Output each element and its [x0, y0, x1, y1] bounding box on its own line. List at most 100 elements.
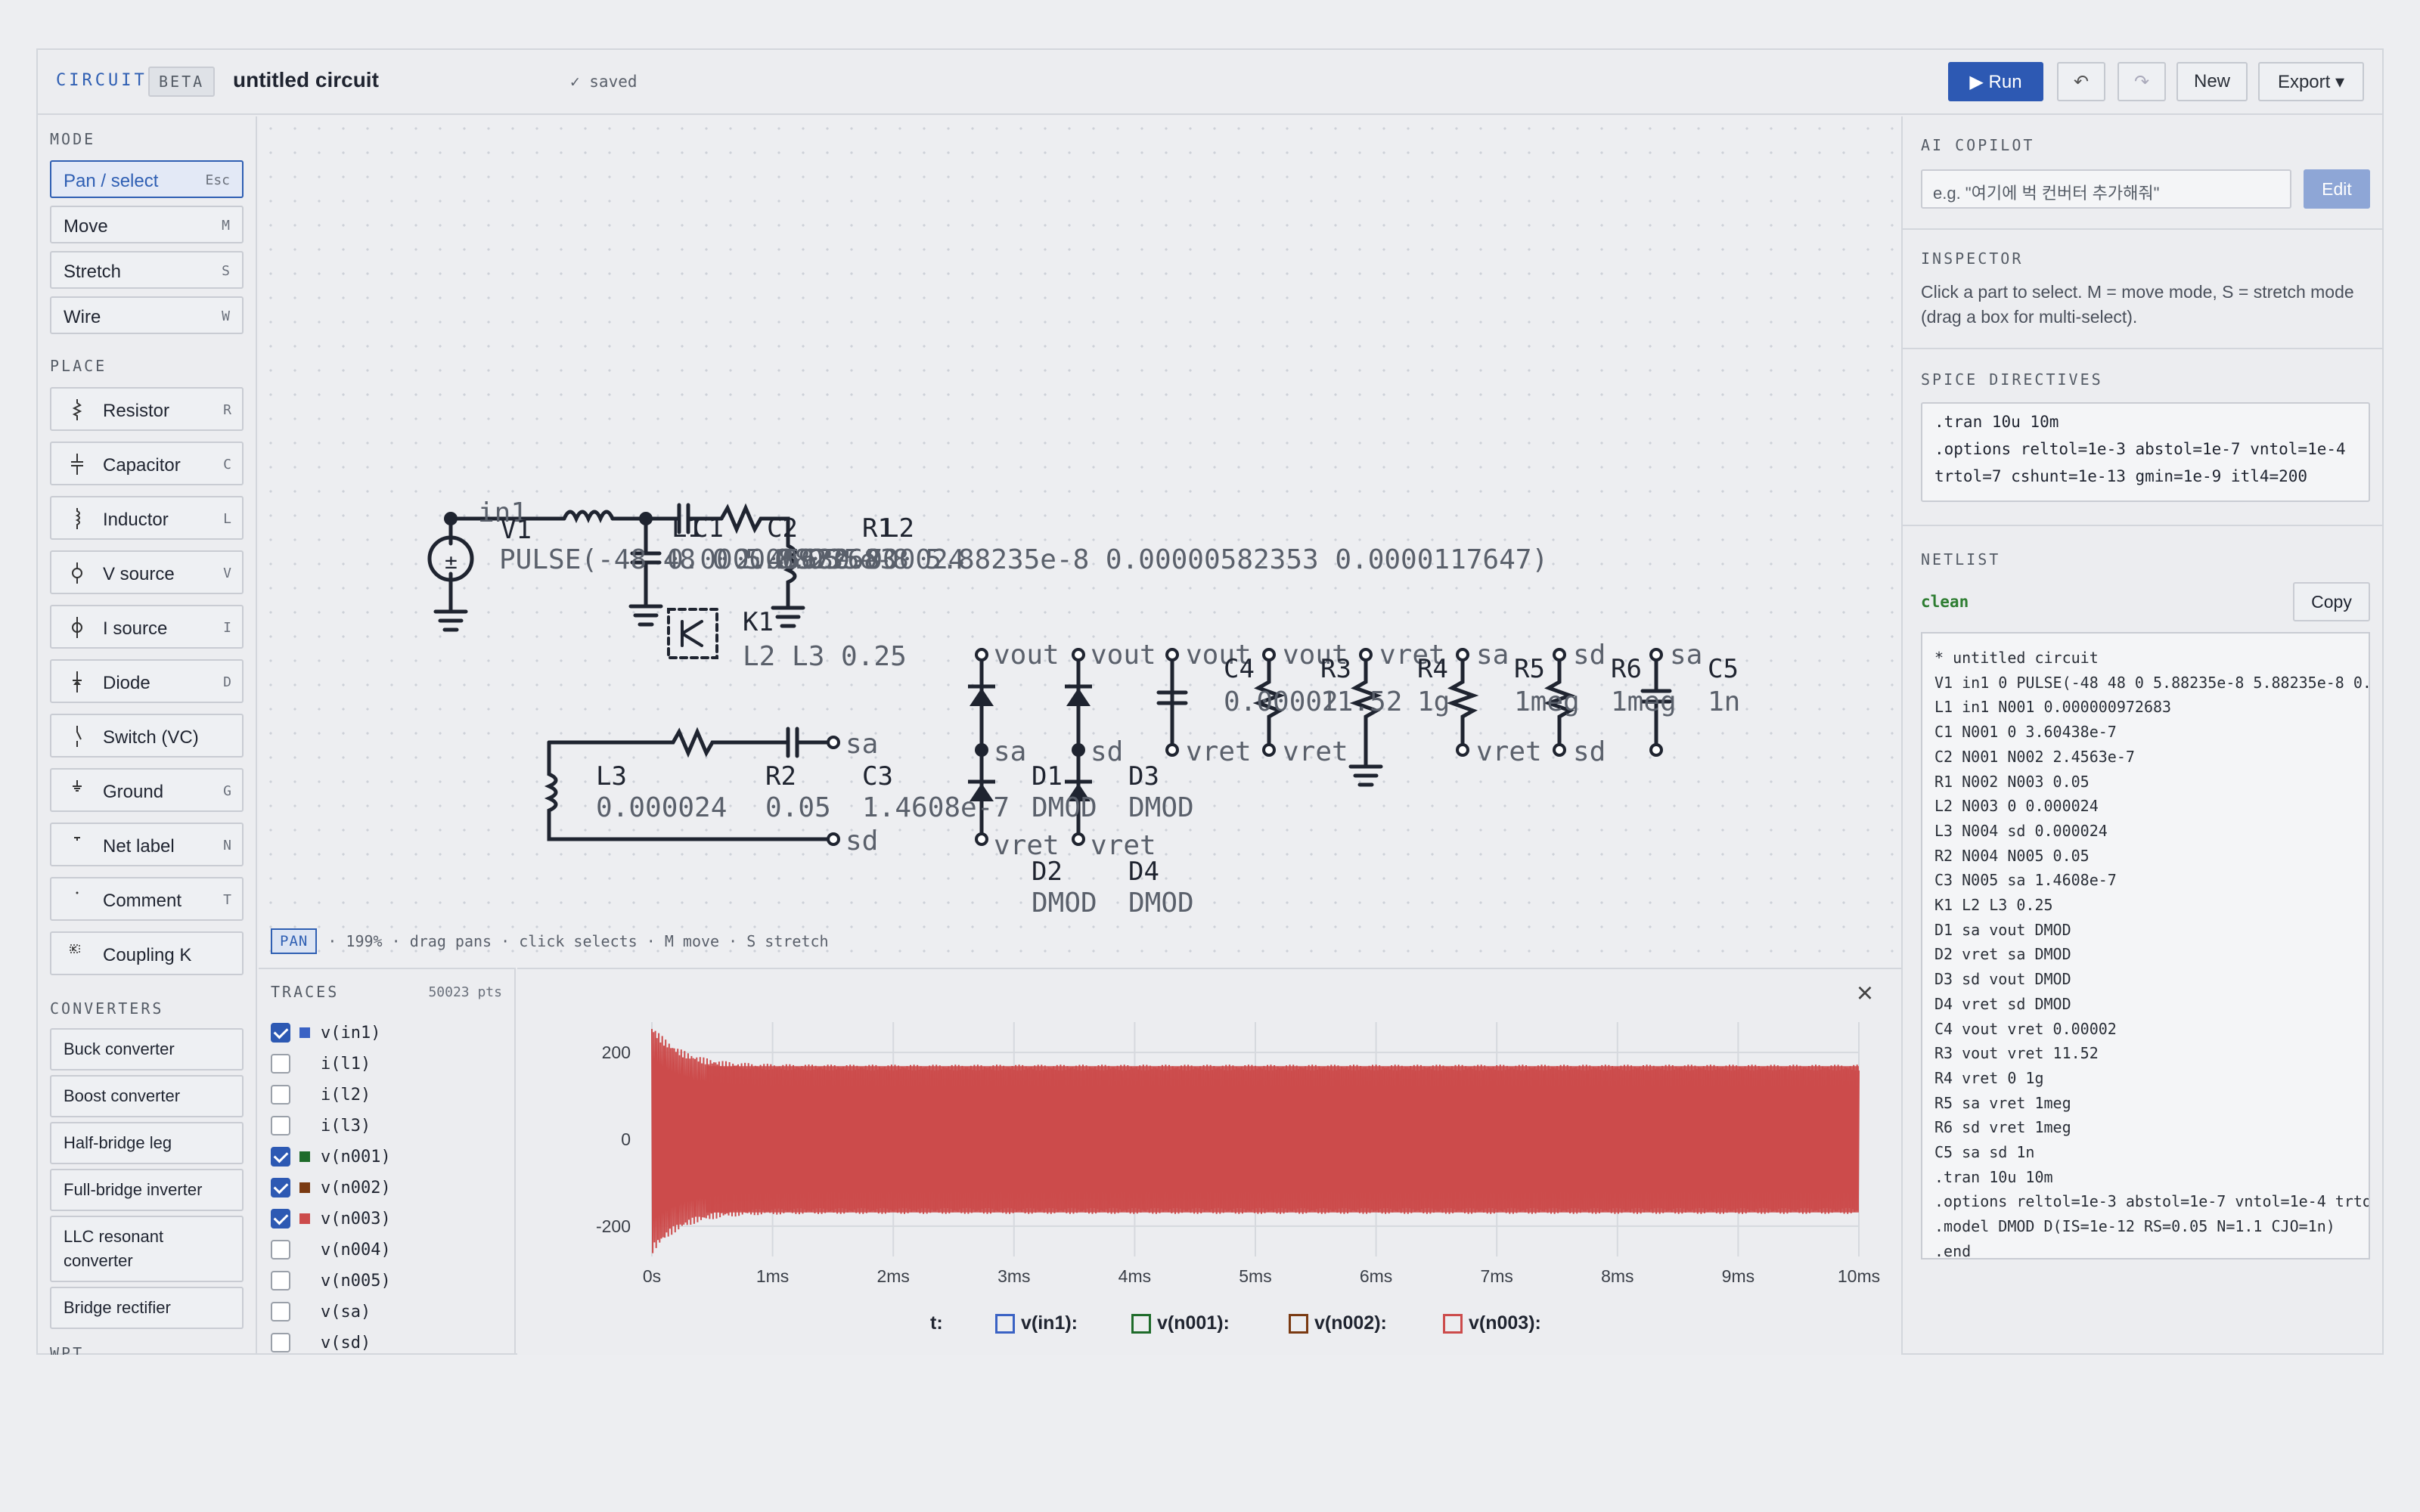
trace-name: v(n002): [321, 1178, 391, 1198]
netlist-line: R1 N002 N003 0.05: [1934, 772, 2090, 791]
waveform-plot[interactable]: 0s 1ms 2ms 3ms 4ms 5ms 6ms 7ms 8ms 9ms 10ms 200 0 -20…: [517, 968, 1901, 1355]
legend-swatch: [1289, 1313, 1308, 1334]
net-vout: vout: [1186, 640, 1252, 671]
plot-legend: t: v(in1): v(n001): v(n002): v(n003):: [517, 1312, 1901, 1343]
run-button[interactable]: ▶ Run: [1948, 62, 2043, 101]
trace-row[interactable]: v(n001): [271, 1143, 391, 1170]
r1-label: R1: [862, 513, 893, 544]
traces-point-count: 50023 pts: [428, 984, 502, 1000]
netlist-line: C1 N001 0 3.60438e-7: [1934, 723, 2117, 742]
trace-checkbox[interactable]: [271, 1085, 290, 1105]
mode-stretch[interactable]: Stretch S: [50, 251, 244, 289]
legend-label: v(n001):: [1157, 1312, 1230, 1334]
v1-plus: ±: [445, 549, 458, 574]
d1-label: D1: [1032, 761, 1063, 792]
place-key: C: [223, 457, 231, 472]
schematic-canvas[interactable]: ± in1 PULSE(-48 48 0 5.88235e-8 5.88235e…: [259, 116, 1901, 968]
place-section-title: PLACE: [50, 357, 107, 375]
trace-row[interactable]: v(sd): [271, 1329, 371, 1355]
netlist-line: R2 N004 N005 0.05: [1934, 846, 2090, 865]
app-window: CIRCUIT BETA untitled circuit ✓ saved ▶ …: [36, 48, 2384, 1355]
edit-button[interactable]: Edit: [2304, 169, 2370, 209]
netlist-line: R3 vout vret 11.52: [1934, 1044, 2099, 1063]
place-isource[interactable]: I source I: [50, 605, 244, 649]
net-vret: vret: [1091, 830, 1156, 861]
mode-move[interactable]: Move M: [50, 206, 244, 243]
trace-checkbox[interactable]: [271, 1271, 290, 1290]
header: CIRCUIT BETA untitled circuit ✓ saved ▶ …: [38, 50, 2382, 115]
trace-row[interactable]: v(n002): [271, 1174, 391, 1201]
mode-label: Stretch: [64, 262, 122, 282]
directives-textarea[interactable]: .tran 10u 10m .options reltol=1e-3 absto…: [1921, 402, 2370, 502]
place-capacitor[interactable]: Capacitor C: [50, 442, 244, 485]
k1-symbol: [667, 608, 718, 659]
converter-llc[interactable]: LLC resonant converter: [50, 1216, 244, 1282]
l2-value: 0.000024: [833, 544, 964, 575]
netlist-line: C4 vout vret 0.00002: [1934, 1019, 2117, 1038]
l1-label: L1: [672, 513, 703, 544]
left-sidebar: MODE Pan / select Esc Move M Stretch S Wire…: [38, 116, 257, 1355]
close-plot-icon[interactable]: ×: [1856, 978, 1874, 1009]
redo-button[interactable]: ↷: [2118, 62, 2166, 101]
place-comment[interactable]: Comment T: [50, 877, 244, 921]
trace-row[interactable]: i(l3): [271, 1112, 371, 1139]
place-vsource[interactable]: V source V: [50, 550, 244, 594]
trace-row[interactable]: v(n003): [271, 1205, 391, 1232]
trace-checkbox[interactable]: [271, 1147, 290, 1167]
netlist-line: D4 vret sd DMOD: [1934, 994, 2071, 1013]
place-inductor[interactable]: Inductor L: [50, 496, 244, 540]
netlist-line: L1 in1 N001 0.000000972683: [1934, 698, 2172, 717]
trace-row[interactable]: i(l2): [271, 1081, 371, 1108]
mode-wire[interactable]: Wire W: [50, 296, 244, 334]
trace-checkbox[interactable]: [271, 1116, 290, 1136]
trace-row[interactable]: v(n004): [271, 1236, 391, 1263]
netlist-line: V1 in1 0 PULSE(-48 48 0 5.88235e-8 5.882…: [1934, 673, 2370, 692]
trace-row[interactable]: i(l1): [271, 1050, 371, 1077]
converter-full-bridge[interactable]: Full-bridge inverter: [50, 1169, 244, 1211]
trace-row[interactable]: v(in1): [271, 1019, 380, 1046]
place-ground[interactable]: Ground G: [50, 768, 244, 812]
trace-checkbox[interactable]: [271, 1333, 290, 1352]
netlist-line: .options reltol=1e-3 abstol=1e-7 vntol=1…: [1934, 1192, 2370, 1211]
copy-button[interactable]: Copy: [2293, 582, 2370, 621]
mode-pan-select[interactable]: Pan / select Esc: [50, 160, 244, 198]
c4-label: C4: [1224, 654, 1255, 684]
trace-checkbox[interactable]: [271, 1302, 290, 1321]
converter-boost[interactable]: Boost converter: [50, 1075, 244, 1117]
net-sd: sd: [1573, 640, 1606, 671]
new-button[interactable]: New: [2176, 62, 2248, 101]
place-coupling[interactable]: Coupling K: [50, 931, 244, 975]
traces-panel: TRACES 50023 pts v(in1) i(l1) i(l2) i(l3) v(…: [259, 968, 516, 1355]
legend-item: v(n002):: [1289, 1312, 1387, 1334]
converter-buck[interactable]: Buck converter: [50, 1028, 244, 1070]
undo-button[interactable]: ↶: [2057, 62, 2105, 101]
mode-label: Wire: [64, 307, 101, 327]
v1-symbol: [427, 535, 474, 582]
trace-row[interactable]: v(sa): [271, 1298, 371, 1325]
r2-value: 0.05: [765, 792, 831, 823]
trace-checkbox[interactable]: [271, 1240, 290, 1259]
net-vret: vret: [1283, 736, 1348, 767]
place-switch[interactable]: Switch (VC): [50, 714, 244, 758]
resistor-icon: [72, 399, 82, 420]
d4-label: D4: [1128, 857, 1159, 887]
trace-checkbox[interactable]: [271, 1178, 290, 1198]
circuit-title[interactable]: untitled circuit: [233, 68, 379, 91]
place-diode[interactable]: Diode D: [50, 659, 244, 703]
r1-symbol: [719, 503, 790, 548]
converter-bridge-rectifier[interactable]: Bridge rectifier: [50, 1287, 244, 1329]
trace-checkbox[interactable]: [271, 1023, 290, 1043]
schematic: ± in1 PULSE(-48 48 0 5.88235e-8 5.88235e…: [427, 497, 1740, 919]
export-button[interactable]: Export ▾: [2258, 62, 2364, 101]
trace-checkbox[interactable]: [271, 1054, 290, 1074]
netlist-line: D3 sd vout DMOD: [1934, 970, 2071, 989]
divider: [1903, 228, 2382, 230]
v1-label: V1: [501, 515, 532, 545]
converter-half-bridge[interactable]: Half-bridge leg: [50, 1122, 244, 1164]
trace-checkbox[interactable]: [271, 1209, 290, 1228]
place-resistor[interactable]: Resistor R: [50, 387, 244, 431]
trace-row[interactable]: v(n005): [271, 1267, 391, 1294]
place-net-label[interactable]: Net label N: [50, 823, 244, 866]
copilot-input[interactable]: e.g. "여기에 벅 컨버터 추가해줘": [1921, 169, 2291, 209]
net-vout: vout: [1283, 640, 1348, 671]
